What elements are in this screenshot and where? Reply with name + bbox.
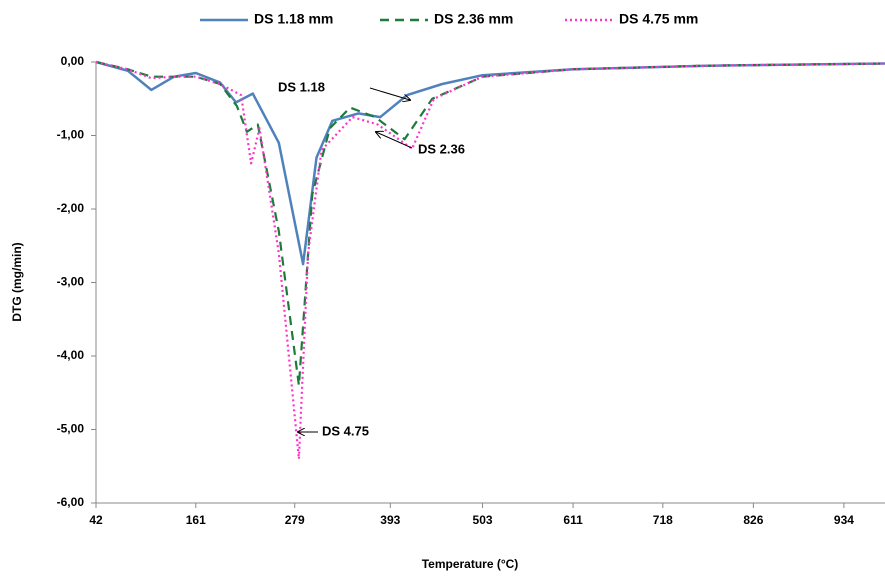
- y-axis-label: DTG (mg/min): [10, 242, 24, 321]
- series-line: [95, 60, 885, 266]
- y-tick-label: -4,00: [57, 348, 85, 362]
- y-tick-label: -3,00: [57, 275, 85, 289]
- legend-label: DS 2.36 mm: [434, 11, 513, 27]
- y-tick-label: 0,00: [61, 54, 85, 68]
- x-tick-label: 718: [653, 513, 673, 527]
- legend-label: DS 1.18 mm: [254, 11, 333, 27]
- annotation-arrow: [369, 87, 410, 100]
- y-tick-label: -1,00: [57, 128, 85, 142]
- x-tick-label: 279: [285, 513, 305, 527]
- legend-label: DS 4.75 mm: [619, 11, 698, 27]
- annotation-arrow: [376, 132, 413, 149]
- y-tick-label: -2,00: [57, 201, 85, 215]
- x-tick-label: 393: [380, 513, 400, 527]
- annotation: DS 2.36: [418, 141, 465, 156]
- annotation: DS 4.75: [322, 423, 369, 438]
- series-line: [95, 60, 885, 460]
- x-tick-label: 503: [473, 513, 493, 527]
- x-tick-label: 826: [743, 513, 763, 527]
- y-tick-label: -5,00: [57, 422, 85, 436]
- x-tick-label: 611: [563, 513, 583, 527]
- x-tick-label: 934: [834, 513, 854, 527]
- y-tick-label: -6,00: [57, 495, 85, 509]
- annotation: DS 1.18: [278, 79, 325, 94]
- x-axis-label: Temperature (°C): [422, 557, 519, 571]
- x-tick-label: 161: [186, 513, 206, 527]
- series-line: [95, 60, 885, 387]
- x-tick-label: 42: [89, 513, 103, 527]
